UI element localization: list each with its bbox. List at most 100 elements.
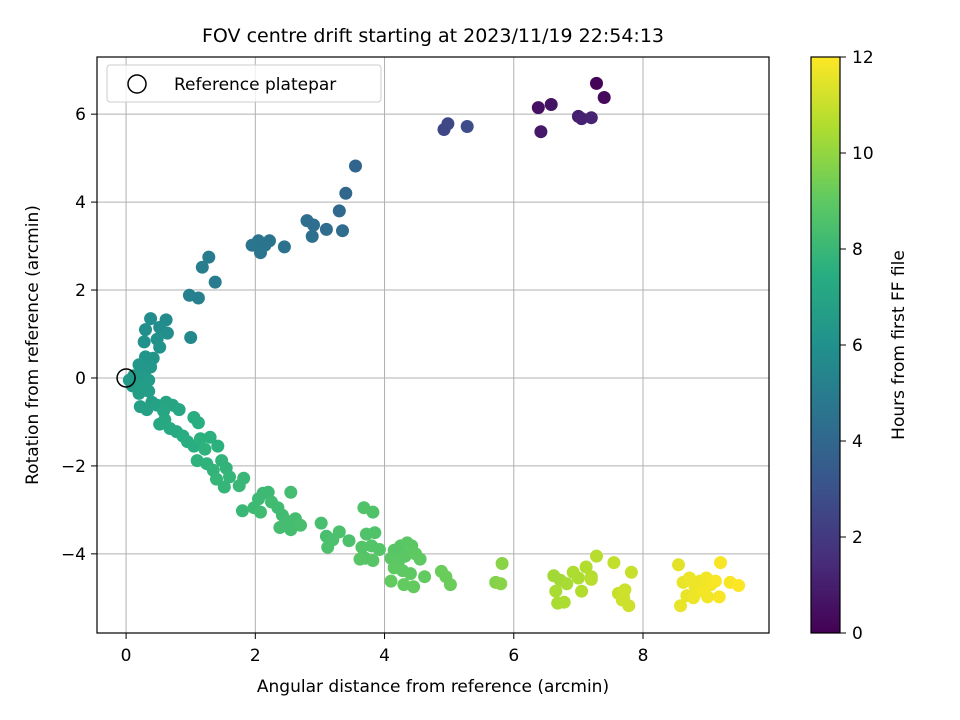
data-point (701, 590, 715, 604)
x-axis-label: Angular distance from reference (arcmin) (257, 677, 609, 697)
data-point (300, 214, 314, 228)
data-point (366, 554, 380, 567)
legend-marker (127, 74, 147, 94)
data-point (590, 76, 603, 90)
data-point (714, 556, 727, 570)
reference-point (116, 368, 136, 388)
data-point (203, 430, 217, 444)
data-point (413, 552, 427, 566)
data-point (560, 577, 574, 591)
colorbar-tick-label: 0 (852, 624, 863, 644)
data-point (153, 340, 167, 354)
data-point (321, 540, 335, 554)
data-point (339, 186, 353, 200)
data-point (284, 523, 298, 537)
data-point (142, 384, 156, 398)
y-tick-label: 4 (75, 193, 86, 213)
data-point (160, 326, 174, 340)
data-point (732, 579, 746, 592)
y-axis-ticks: −4 −2 0 2 4 6 (61, 105, 97, 565)
data-point (372, 543, 386, 556)
data-point (544, 98, 558, 111)
data-point (210, 472, 223, 486)
data-point (575, 584, 589, 598)
data-point (191, 416, 205, 430)
data-point (342, 534, 356, 548)
data-point (575, 112, 589, 126)
data-point (495, 557, 509, 570)
data-point (584, 572, 598, 586)
data-point (332, 525, 346, 539)
y-tick-label: −4 (61, 545, 86, 565)
data-point (144, 312, 158, 326)
data-point (353, 552, 367, 566)
data-point (531, 101, 545, 115)
colorbar-label: Hours from first FF file (889, 250, 909, 440)
colorbar-tick-label: 4 (852, 432, 863, 452)
data-point (494, 577, 508, 591)
data-point (284, 485, 298, 499)
data-point (144, 360, 158, 374)
data-point (617, 591, 631, 605)
data-point (140, 403, 154, 417)
colorbar: 0 2 4 6 8 10 12 Hours from first FF file (810, 48, 909, 644)
data-point (195, 260, 209, 274)
data-point (193, 432, 207, 446)
colorbar-tick-label: 12 (852, 48, 874, 68)
colorbar-tick-label: 6 (852, 336, 863, 356)
x-tick-label: 0 (121, 646, 132, 666)
plot-frame (96, 56, 770, 634)
x-tick-label: 6 (508, 646, 519, 666)
data-point (384, 574, 398, 588)
data-point (557, 595, 571, 609)
data-point (584, 111, 598, 125)
data-point (607, 556, 621, 570)
data-point (441, 117, 455, 131)
data-point (336, 224, 349, 238)
data-point (235, 504, 249, 518)
data-point (198, 442, 212, 456)
data-point (708, 574, 722, 588)
data-point (172, 403, 186, 417)
data-point (202, 250, 216, 264)
data-point (319, 222, 333, 236)
data-point (305, 229, 319, 243)
data-point (254, 505, 267, 519)
data-point (579, 560, 593, 574)
data-point (217, 480, 231, 494)
data-point (332, 204, 346, 218)
x-tick-label: 8 (638, 646, 649, 666)
data-point (443, 578, 457, 592)
legend-entry: Reference platepar (174, 75, 336, 95)
data-point (366, 505, 380, 519)
legend-box (106, 64, 382, 103)
data-point (355, 540, 369, 554)
data-point (624, 565, 638, 579)
x-tick-label: 2 (250, 646, 261, 666)
data-point (368, 526, 382, 540)
data-point (418, 570, 432, 584)
data-point (245, 238, 259, 252)
data-point (403, 567, 417, 581)
data-point (294, 518, 307, 532)
x-tick-label: 4 (379, 646, 390, 666)
y-tick-label: 6 (75, 105, 86, 125)
data-point (211, 439, 225, 453)
data-point (184, 331, 198, 344)
y-tick-label: −2 (61, 457, 86, 477)
colorbar-tick-label: 2 (852, 528, 863, 548)
data-point (460, 120, 474, 133)
data-point (590, 549, 603, 563)
data-point (397, 578, 411, 592)
data-point (672, 558, 685, 572)
colorbar-tick-label: 8 (852, 240, 863, 260)
data-point (182, 288, 196, 302)
data-point (139, 323, 152, 337)
data-point (314, 516, 328, 530)
data-point (686, 591, 700, 605)
data-point (254, 246, 267, 260)
data-point (597, 91, 611, 104)
data-point (273, 521, 287, 534)
data-point (132, 386, 146, 400)
data-point (208, 275, 222, 289)
